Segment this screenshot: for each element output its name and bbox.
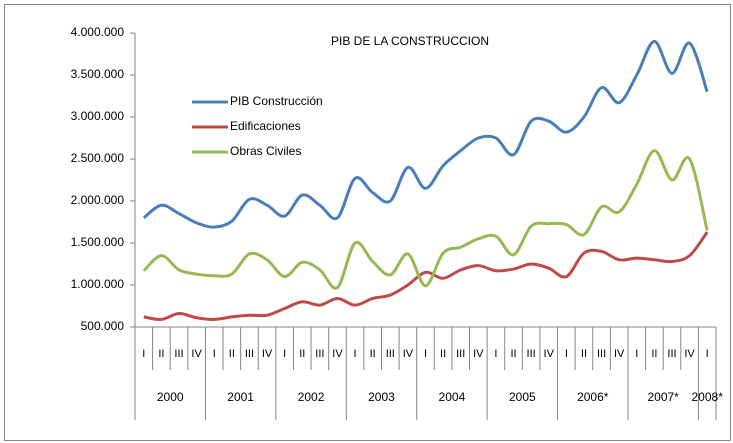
legend-label: Obras Civiles — [230, 144, 301, 158]
x-tick-label: III — [597, 348, 606, 360]
group-label: 2005 — [509, 390, 536, 404]
x-tick-label: II — [158, 348, 164, 360]
x-tick-label: III — [245, 348, 254, 360]
group-label: 2002 — [298, 390, 325, 404]
legend-label: Edificaciones — [230, 119, 301, 133]
x-tick-label: I — [706, 348, 709, 360]
y-tick-label: 1.500.000 — [71, 235, 125, 249]
x-tick-label: I — [494, 348, 497, 360]
y-tick-label: 3.000.000 — [71, 109, 125, 123]
x-tick-label: I — [635, 348, 638, 360]
group-label: 2001 — [227, 390, 254, 404]
x-tick-label: IV — [473, 348, 484, 360]
x-tick-label: II — [229, 348, 235, 360]
x-tick-label: IV — [544, 348, 555, 360]
x-tick-label: IV — [684, 348, 695, 360]
group-label: 2000 — [157, 390, 184, 404]
y-tick-label: 2.500.000 — [71, 151, 125, 165]
x-tick-label: II — [370, 348, 376, 360]
x-tick-label: III — [386, 348, 395, 360]
legend-label: PIB Construcción — [230, 94, 323, 108]
y-tick-label: 1.000.000 — [71, 277, 125, 291]
y-tick-label: 500.000 — [81, 319, 125, 333]
x-tick-label: I — [424, 348, 427, 360]
x-tick-label: III — [174, 348, 183, 360]
y-tick-label: 3.500.000 — [71, 67, 125, 81]
x-tick-label: II — [510, 348, 516, 360]
x-tick-label: III — [456, 348, 465, 360]
x-tick-label: IV — [191, 348, 202, 360]
x-tick-label: I — [213, 348, 216, 360]
x-tick-label: IV — [262, 348, 273, 360]
group-label: 2006* — [577, 390, 609, 404]
x-tick-label: IV — [403, 348, 414, 360]
x-tick-label: II — [651, 348, 657, 360]
series-line — [142, 39, 709, 229]
series-line — [143, 231, 709, 322]
x-tick-label: II — [440, 348, 446, 360]
chart-frame — [4, 4, 731, 441]
x-tick-label: I — [354, 348, 357, 360]
series-line — [142, 149, 709, 290]
y-tick-label: 4.000.000 — [71, 25, 125, 39]
x-tick-label: I — [283, 348, 286, 360]
x-tick-label: I — [142, 348, 145, 360]
x-tick-label: II — [581, 348, 587, 360]
group-label: 2007* — [647, 390, 679, 404]
group-label: 2003 — [368, 390, 395, 404]
x-tick-label: I — [565, 348, 568, 360]
x-tick-label: IV — [332, 348, 343, 360]
x-tick-label: III — [527, 348, 536, 360]
group-label: 2004 — [439, 390, 466, 404]
x-tick-label: II — [299, 348, 305, 360]
group-label: 2008* — [692, 390, 724, 404]
chart-title: PIB DE LA CONSTRUCCION — [331, 34, 489, 48]
x-tick-label: IV — [614, 348, 625, 360]
y-tick-label: 2.000.000 — [71, 193, 125, 207]
x-tick-label: III — [315, 348, 324, 360]
x-tick-label: III — [667, 348, 676, 360]
